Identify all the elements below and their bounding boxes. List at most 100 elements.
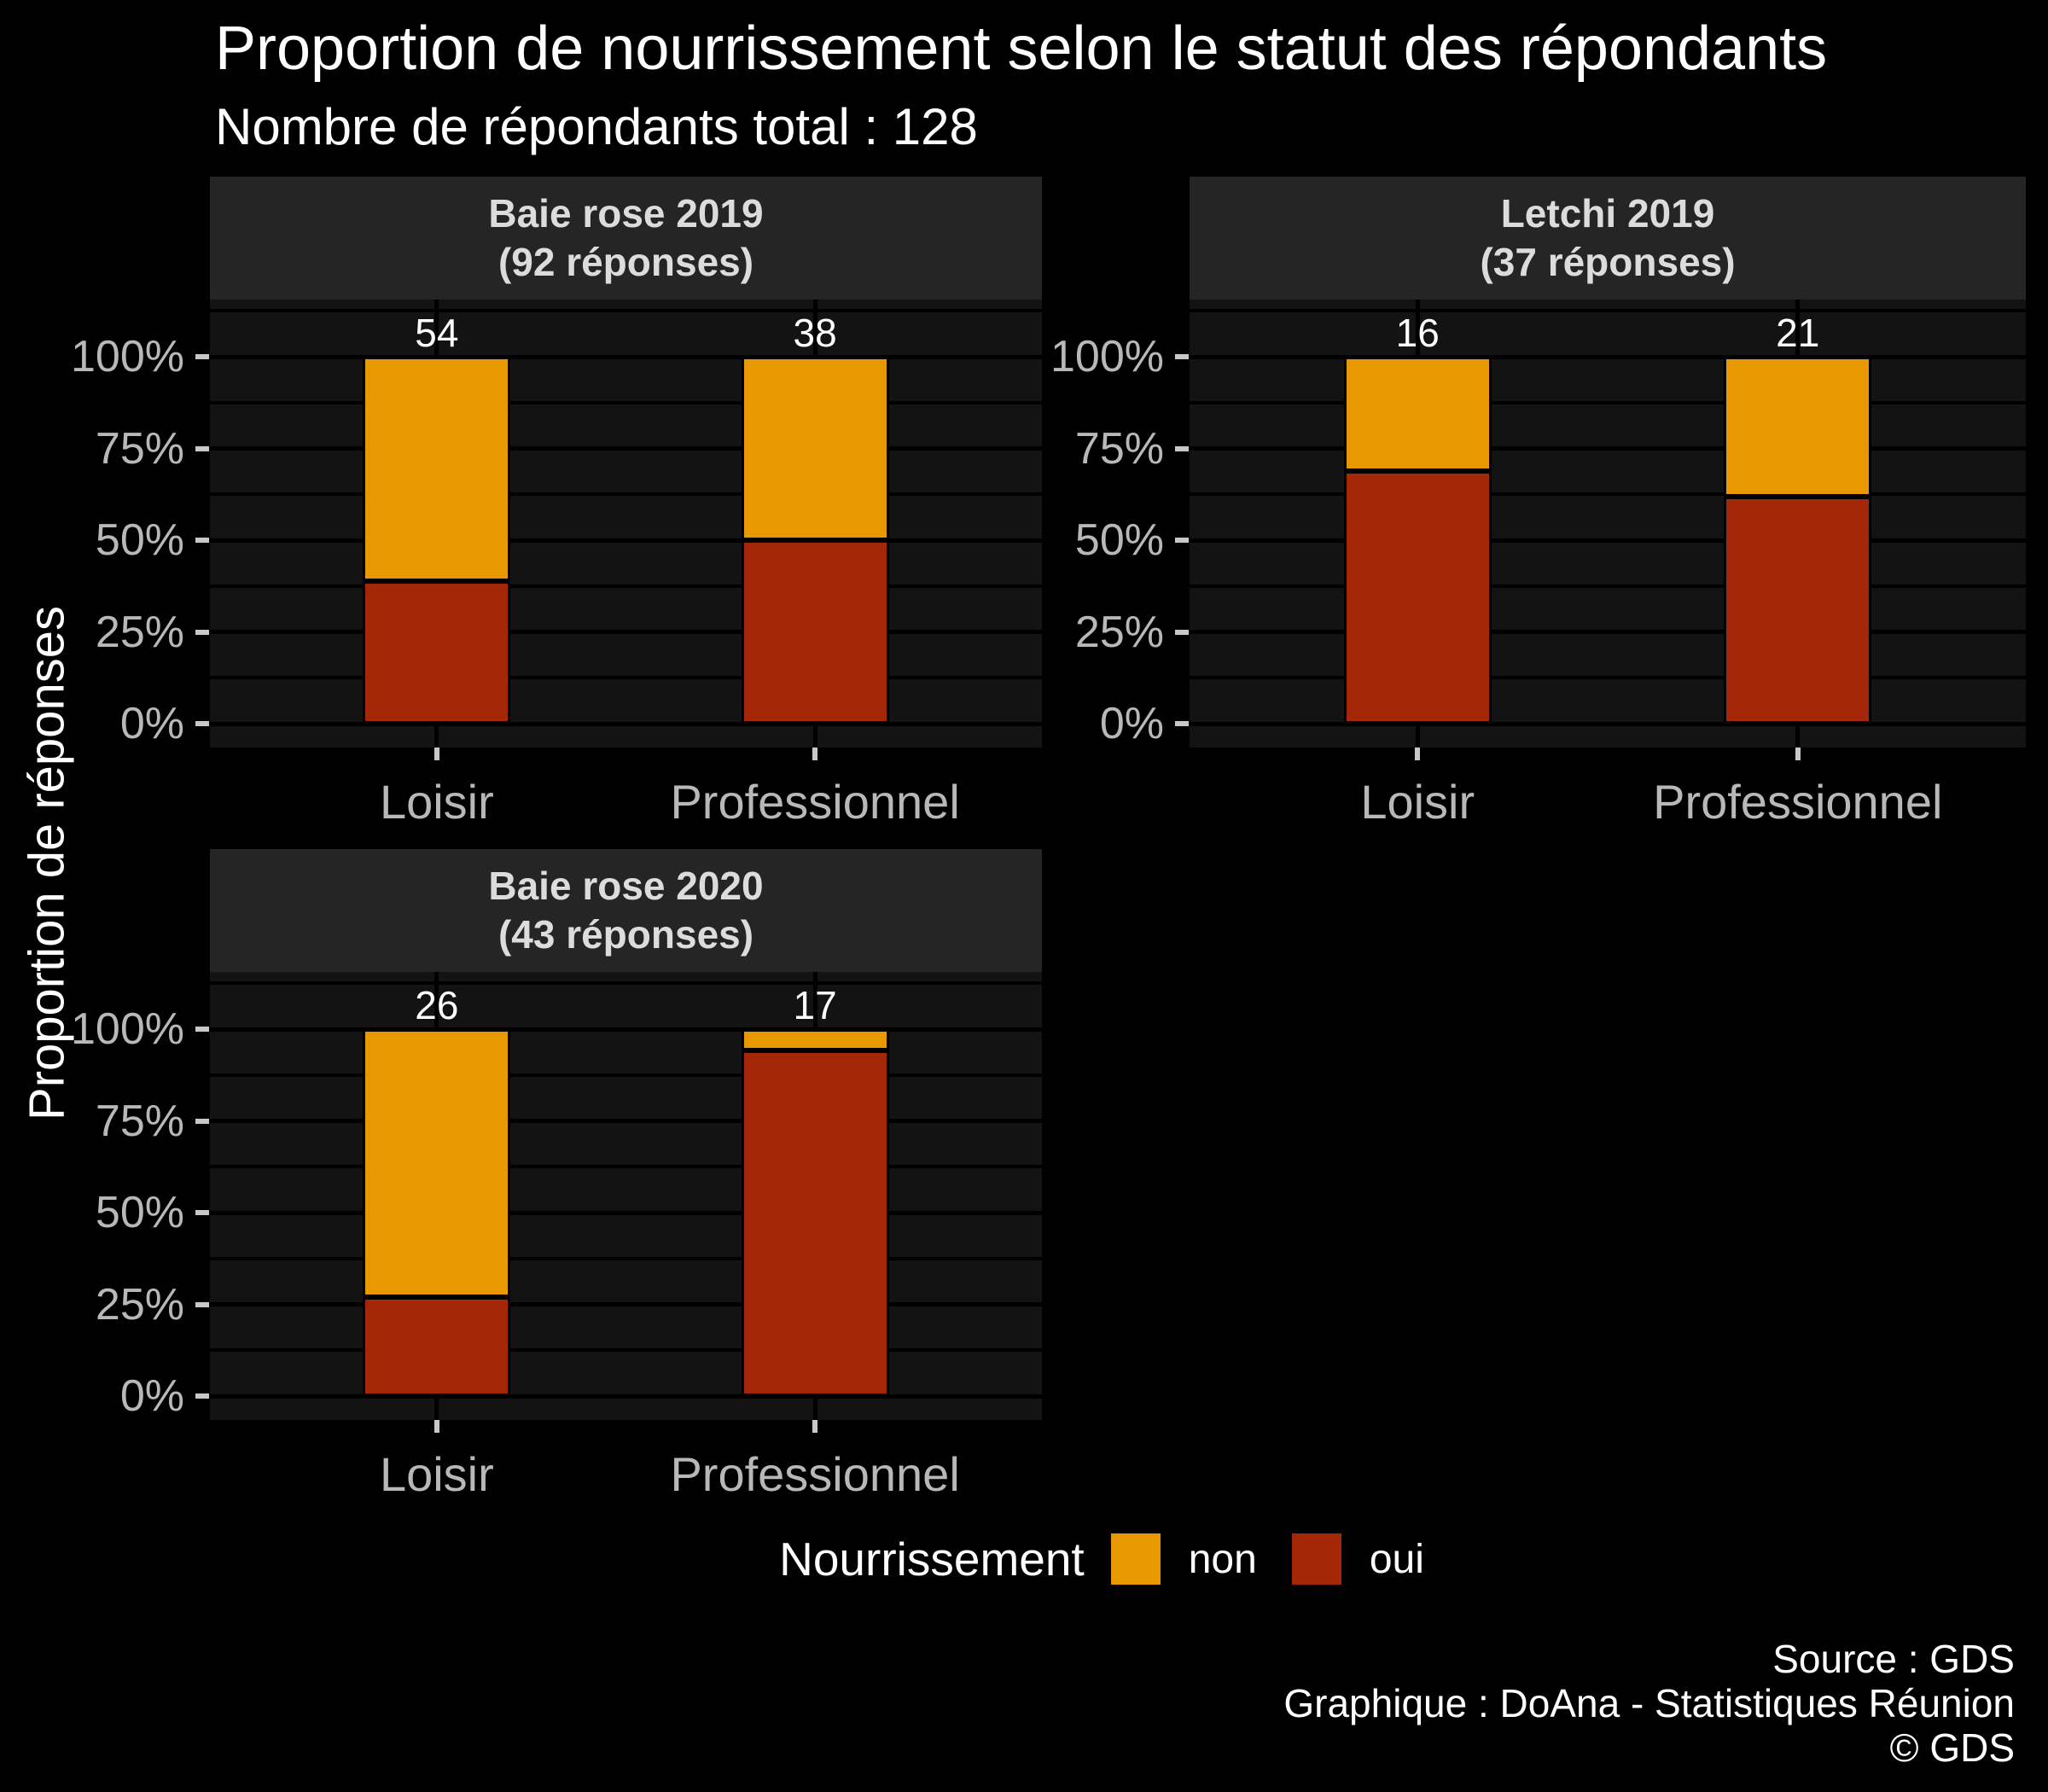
bar-segment-oui — [363, 580, 511, 724]
major-gridline — [1190, 446, 2026, 451]
facet-strip: Letchi 2019 (37 réponses) — [1190, 177, 2026, 300]
footer-graphique: Graphique : DoAna - Statistiques Réunion — [1283, 1681, 2015, 1725]
legend-entry-oui: oui — [1289, 1531, 1457, 1587]
major-gridline — [210, 446, 1042, 451]
footer-credits: Source : GDS Graphique : DoAna - Statist… — [1283, 1637, 2015, 1770]
y-tick-label: 75% — [95, 1096, 184, 1146]
y-tick-label: 75% — [95, 423, 184, 474]
y-tick-mark — [195, 1027, 209, 1032]
y-tick-label: 0% — [119, 699, 184, 748]
bar-segment-non — [363, 357, 511, 581]
y-tick-label: 25% — [95, 607, 184, 657]
facet-panel: 54 38 — [210, 300, 1042, 748]
minor-gridline — [210, 1348, 1042, 1353]
y-tick-mark — [1175, 354, 1189, 359]
y-tick-mark — [195, 538, 209, 543]
major-gridline — [1190, 721, 2026, 726]
major-gridline — [1190, 354, 2026, 359]
major-gridline — [210, 1027, 1042, 1032]
legend-label-oui: oui — [1369, 1536, 1424, 1582]
minor-gridline — [210, 1165, 1042, 1169]
major-gridline — [210, 354, 1042, 359]
minor-gridline — [210, 400, 1042, 404]
y-tick-label: 25% — [95, 1279, 184, 1329]
bar-count-label: 38 — [793, 311, 837, 355]
minor-gridline — [210, 1073, 1042, 1077]
y-tick-mark — [195, 1301, 209, 1307]
y-tick-mark — [195, 1118, 209, 1124]
legend-swatch-non — [1108, 1531, 1163, 1587]
footer-copyright: © GDS — [1889, 1725, 2015, 1770]
bar-segment-non — [1724, 357, 1872, 497]
y-tick-label: 50% — [1074, 515, 1164, 565]
minor-gridline — [1190, 584, 2026, 588]
major-gridline — [1190, 538, 2026, 543]
chart-subtitle: Nombre de répondants total : 128 — [215, 98, 978, 155]
y-tick-label: 75% — [1074, 423, 1164, 474]
x-tick-label: Professionnel — [1653, 775, 1943, 829]
facet-subtitle: (37 réponses) — [1480, 240, 1736, 284]
y-tick-label: 0% — [119, 1371, 184, 1421]
legend-swatch-oui — [1289, 1531, 1344, 1587]
y-tick-label: 100% — [1050, 332, 1164, 381]
minor-gridline — [1190, 676, 2026, 680]
minor-gridline — [1190, 492, 2026, 497]
footer-source: Source : GDS — [1772, 1637, 2015, 1681]
major-gridline — [210, 630, 1042, 634]
bar-count-label: 54 — [415, 311, 459, 355]
y-tick-mark — [195, 1210, 209, 1215]
bar-segment-non — [741, 357, 889, 540]
x-tick-label: Loisir — [1360, 775, 1475, 829]
facet-title: Letchi 2019 — [1500, 191, 1715, 236]
y-tick-mark — [1175, 629, 1189, 635]
bar-count-label: 17 — [793, 983, 837, 1027]
facet-strip: Baie rose 2020 (43 réponses) — [210, 849, 1042, 972]
x-tick-mark — [1415, 748, 1421, 760]
legend: Nourrissement non oui — [210, 1529, 2026, 1589]
minor-gridline — [210, 676, 1042, 680]
y-tick-label: 50% — [95, 1188, 184, 1237]
minor-gridline — [210, 981, 1042, 986]
y-tick-label: 0% — [1099, 699, 1164, 748]
minor-gridline — [210, 309, 1042, 313]
bar-segment-oui — [741, 1050, 889, 1396]
bar-count-label: 16 — [1395, 311, 1440, 355]
facet-subtitle: (43 réponses) — [497, 912, 754, 957]
y-tick-mark — [195, 354, 209, 359]
x-tick-label: Loisir — [379, 1447, 494, 1501]
legend-entries: non oui — [1108, 1531, 1457, 1587]
major-gridline — [210, 1393, 1042, 1399]
major-gridline — [1190, 630, 2026, 634]
facet-strip: Baie rose 2019 (92 réponses) — [210, 177, 1042, 300]
bar-segment-oui — [1724, 496, 1872, 724]
y-tick-label: 50% — [95, 515, 184, 565]
minor-gridline — [210, 492, 1042, 497]
bar-segment-non — [363, 1029, 511, 1298]
facet-title: Baie rose 2019 — [488, 191, 764, 236]
y-tick-mark — [195, 629, 209, 635]
bar-segment-oui — [1343, 471, 1492, 724]
x-tick-label: Professionnel — [670, 1447, 960, 1501]
y-tick-mark — [1175, 445, 1189, 451]
y-tick-mark — [195, 1393, 209, 1399]
facet-subtitle: (92 réponses) — [497, 240, 754, 284]
bar-count-label: 21 — [1776, 311, 1820, 355]
facet-title: Baie rose 2020 — [488, 864, 764, 908]
x-tick-mark — [1795, 748, 1801, 760]
facet-panel: 16 21 — [1190, 300, 2026, 748]
major-gridline — [210, 1210, 1042, 1215]
minor-gridline — [1190, 400, 2026, 404]
legend-label-non: non — [1188, 1536, 1257, 1582]
major-gridline — [210, 1119, 1042, 1123]
x-tick-mark — [433, 1420, 439, 1433]
bar-segment-oui — [363, 1297, 511, 1396]
major-gridline — [210, 721, 1042, 726]
major-gridline — [210, 1302, 1042, 1306]
y-tick-label: 25% — [1074, 607, 1164, 657]
minor-gridline — [210, 584, 1042, 588]
y-tick-mark — [1175, 721, 1189, 726]
facet-panel: 26 17 — [210, 972, 1042, 1420]
bar-count-label: 26 — [415, 983, 459, 1027]
major-gridline — [210, 538, 1042, 543]
x-tick-label: Professionnel — [670, 775, 960, 829]
